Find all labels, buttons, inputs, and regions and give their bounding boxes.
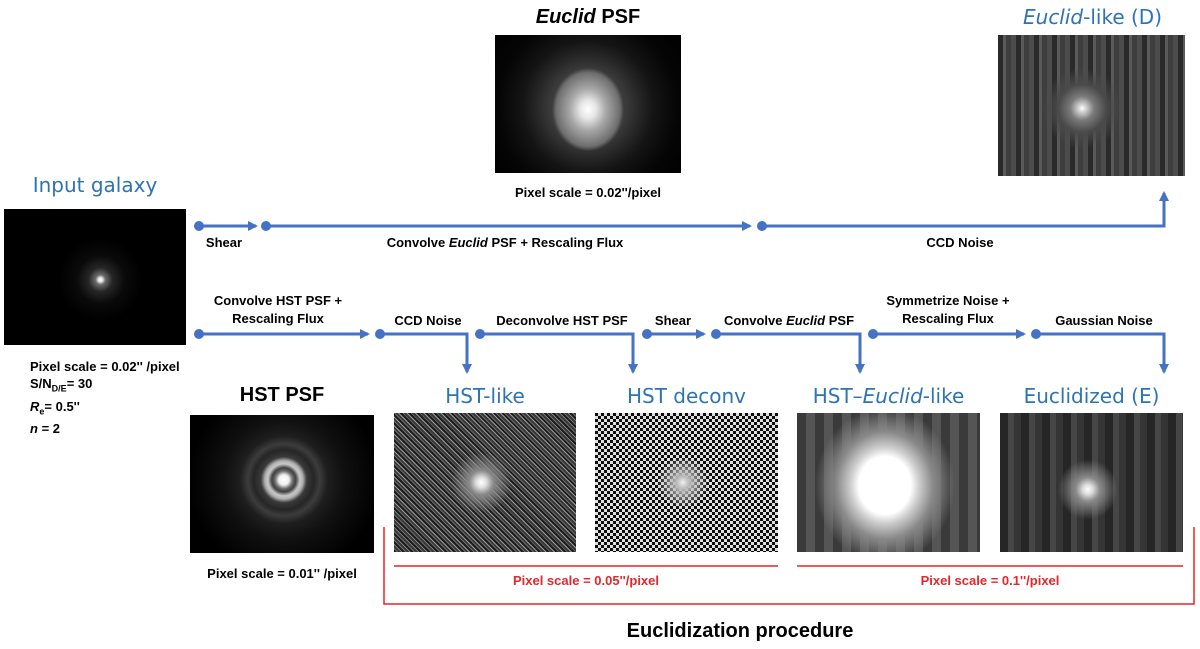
input-galaxy-info: Pixel scale = 0.02'' /pixel S/ND/E= 30 R… <box>30 358 190 437</box>
step-symmetrize-line2: Rescaling Flux <box>902 311 994 326</box>
step-convolve-euclid: Convolve Euclid PSF <box>708 312 870 330</box>
euclid-like-title: Euclid-like (D) <box>990 5 1195 29</box>
node-bottom-3 <box>475 329 485 339</box>
step-top-ccd-noise: CCD Noise <box>926 235 994 250</box>
step-bottom-shear: Shear <box>654 313 692 328</box>
euclidized-image <box>1000 413 1183 552</box>
node-top-3 <box>757 221 767 231</box>
hst-euclid-like-title-c: -like <box>922 384 965 408</box>
euclid-like-title-rest: -like (D) <box>1083 5 1162 29</box>
arrow-bottom-deconvolve <box>480 332 638 374</box>
pixel-scale-group-01: Pixel scale = 0.1''/pixel <box>920 573 1060 588</box>
node-bottom-5 <box>711 329 721 339</box>
step-symmetrize-line1: Symmetrize Noise + <box>886 293 1010 308</box>
step-convolve-hst: Convolve HST PSF + Rescaling Flux <box>190 292 366 328</box>
node-bottom-4 <box>642 329 652 339</box>
step-deconvolve-hst: Deconvolve HST PSF <box>496 313 628 328</box>
hst-deconv-title: HST deconv <box>626 384 747 408</box>
step-top-shear: Shear <box>205 235 243 250</box>
arrow-bottom-convolve-euclid <box>716 332 865 374</box>
step-convolve-hst-line1: Convolve HST PSF + <box>213 293 343 308</box>
step-convolve-hst-line2: Rescaling Flux <box>232 311 324 326</box>
arrow-top-ccd-noise <box>762 191 1169 228</box>
info-snr-sub: D/E <box>51 383 67 394</box>
hst-euclid-like-title-italic: Euclid <box>862 384 923 408</box>
hst-euclid-like-title-a: HST– <box>812 384 863 408</box>
hst-euclid-like-image <box>797 413 980 552</box>
info-re-a: R <box>30 398 40 414</box>
hst-euclid-like-title: HST–Euclid-like <box>790 384 987 408</box>
step-top-convolve-italic: Euclid <box>448 235 488 250</box>
step-top-convolve-euclid: Convolve Euclid PSF + Rescaling Flux <box>340 234 670 252</box>
step-convolve-euclid-a: Convolve <box>723 313 787 328</box>
red-bracket <box>383 527 1195 605</box>
hst-like-image <box>394 413 576 552</box>
node-bottom-6 <box>868 329 878 339</box>
euclid-psf-title-rest: PSF <box>601 6 641 28</box>
step-convolve-euclid-italic: Euclid <box>786 313 826 328</box>
node-bottom-1 <box>194 329 204 339</box>
euclid-like-image <box>998 35 1185 176</box>
info-re: Re= 0.5'' <box>30 398 190 421</box>
euclid-psf-title-italic: Euclid <box>535 6 596 28</box>
info-snr-a: S/N <box>30 376 52 391</box>
info-snr-b: = 30 <box>66 376 93 391</box>
input-galaxy-image <box>4 209 186 345</box>
info-n-a: n <box>30 421 38 437</box>
arrow-bottom-ccd-noise <box>380 332 472 374</box>
step-top-convolve-a: Convolve <box>386 235 449 250</box>
hst-deconv-image <box>595 413 778 552</box>
hst-psf-title: HST PSF <box>239 384 325 406</box>
step-gaussian-noise: Gaussian Noise <box>1055 313 1153 328</box>
hst-psf-image <box>190 415 374 553</box>
hst-psf-pixel-scale: Pixel scale = 0.01'' /pixel <box>207 566 357 581</box>
euclid-psf-title: Euclid PSF <box>495 6 681 29</box>
step-bottom-ccd-noise: CCD Noise <box>394 313 462 328</box>
info-re-sub: e <box>39 406 45 417</box>
info-n: n = 2 <box>30 420 190 437</box>
step-top-convolve-b: PSF + Rescaling Flux <box>487 235 624 250</box>
node-bottom-2 <box>375 329 385 339</box>
euclidized-title: Euclidized (E) <box>1023 384 1160 408</box>
info-pixel-scale: Pixel scale = 0.02'' /pixel <box>30 359 180 374</box>
info-re-b: = 0.5'' <box>44 398 80 414</box>
hst-like-title: HST-like <box>445 384 525 408</box>
input-galaxy-title: Input galaxy <box>32 173 158 197</box>
info-snr: S/ND/E= 30 <box>30 375 190 398</box>
arrow-bottom-gaussian <box>1036 332 1169 374</box>
euclid-psf-image <box>495 35 681 173</box>
step-convolve-euclid-b: PSF <box>825 313 855 328</box>
euclidization-procedure-label: Euclidization procedure <box>626 620 854 642</box>
node-bottom-7 <box>1031 329 1041 339</box>
pixel-scale-group-005: Pixel scale = 0.05''/pixel <box>512 573 660 588</box>
step-symmetrize-noise: Symmetrize Noise + Rescaling Flux <box>866 292 1030 328</box>
euclid-like-title-italic: Euclid <box>1023 5 1084 29</box>
info-n-b: = 2 <box>37 421 60 437</box>
node-top-2 <box>261 221 271 231</box>
node-top-1 <box>194 221 204 231</box>
euclid-psf-pixel-scale: Pixel scale = 0.02''/pixel <box>514 185 662 200</box>
